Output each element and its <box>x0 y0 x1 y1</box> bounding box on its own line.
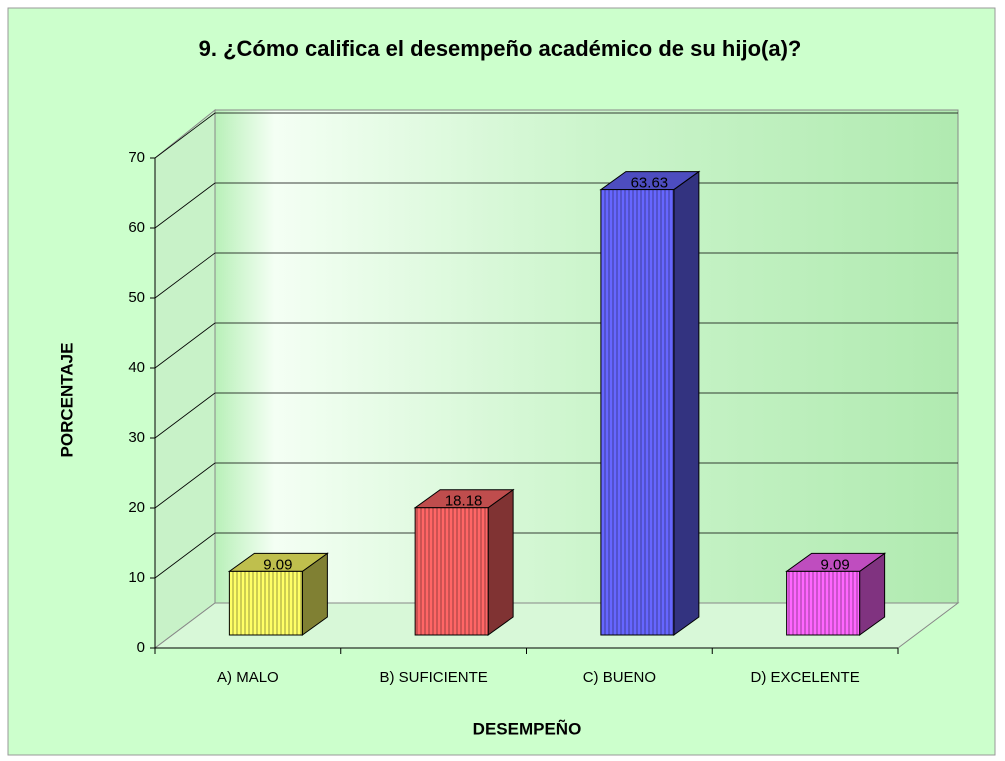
bar-side <box>673 170 700 636</box>
y-tick-label: 20 <box>128 499 145 516</box>
grid-line <box>154 322 216 369</box>
grid-line <box>154 392 216 439</box>
data-label: 63.63 <box>631 175 669 192</box>
bar <box>413 488 515 636</box>
grid-line <box>154 182 216 229</box>
y-tick-label: 70 <box>128 149 145 166</box>
bar-front <box>600 189 675 636</box>
bar <box>785 552 887 636</box>
chart-title: 9. ¿Cómo califica el desempeño académico… <box>199 36 802 61</box>
x-tick-label: A) MALO <box>217 669 279 686</box>
data-label: 9.09 <box>263 556 292 573</box>
back-wall <box>214 109 959 604</box>
grid-line <box>154 252 216 299</box>
bar-front <box>786 570 861 636</box>
y-tick-label: 40 <box>128 359 145 376</box>
data-label: 9.09 <box>821 556 850 573</box>
y-tick-label: 0 <box>137 639 145 656</box>
x-tick-label: D) EXCELENTE <box>751 669 860 686</box>
y-tick-label: 60 <box>128 219 145 236</box>
x-tick-label: B) SUFICIENTE <box>379 669 487 686</box>
y-tick-label: 50 <box>128 289 145 306</box>
side-wall <box>154 108 216 649</box>
grid-line <box>154 462 216 509</box>
grid-line <box>154 532 216 579</box>
data-label: 18.18 <box>445 493 483 510</box>
y-axis-label: PORCENTAJE <box>57 343 76 458</box>
x-axis-label: DESEMPEÑO <box>473 718 582 738</box>
bar <box>227 552 329 636</box>
x-tick-label: C) BUENO <box>583 669 656 686</box>
y-tick-label: 10 <box>128 569 145 586</box>
bar-front <box>414 507 489 636</box>
bar <box>599 170 701 636</box>
grid-line <box>154 112 216 159</box>
y-tick-label: 30 <box>128 429 145 446</box>
bar-front <box>228 570 303 636</box>
bar-side <box>487 488 514 636</box>
